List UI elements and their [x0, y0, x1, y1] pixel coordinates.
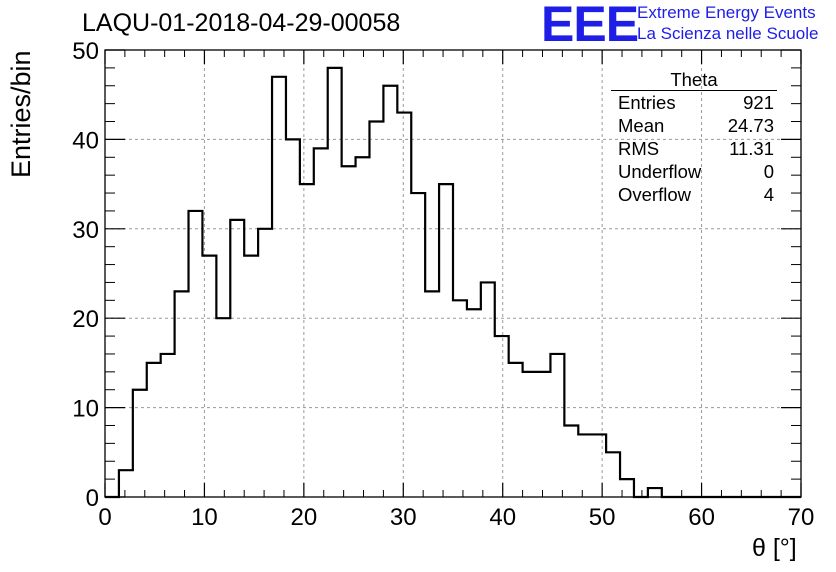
- histogram-bin: [189, 211, 203, 497]
- histogram-bin: [230, 220, 244, 497]
- y-tick-label: 40: [72, 127, 99, 154]
- chart-title: LAQU-01-2018-04-29-00058: [82, 9, 401, 37]
- histogram-bin: [578, 434, 592, 497]
- histogram-bin: [425, 291, 439, 497]
- x-tick-label: 10: [191, 504, 218, 531]
- histogram-bin: [314, 148, 328, 497]
- stats-value: 921: [743, 92, 774, 113]
- histogram-bin: [550, 354, 564, 497]
- stats-value: 24.73: [727, 115, 774, 136]
- logo-tagline-2: La Scienza nelle Scuole: [637, 24, 819, 43]
- stats-box: Theta Entries 921 Mean 24.73 RMS 11.31 U…: [611, 70, 777, 206]
- stats-row-entries: Entries 921: [611, 91, 777, 114]
- histogram-bin: [648, 488, 662, 497]
- x-tick-label: 30: [390, 504, 417, 531]
- stats-row-underflow: Underflow 0: [611, 160, 777, 183]
- y-tick-label: 30: [72, 217, 99, 244]
- histogram-bin: [369, 122, 383, 497]
- histogram-outline: [105, 66, 801, 499]
- axis-ticks: [104, 49, 802, 498]
- stats-value: 0: [763, 161, 774, 182]
- stats-label: Mean: [618, 115, 665, 136]
- x-tick-label: 50: [589, 504, 616, 531]
- histogram-bin: [467, 309, 481, 497]
- histogram-bars: [105, 66, 801, 499]
- histogram-bin: [147, 363, 161, 497]
- stats-row-rms: RMS 11.31: [611, 137, 777, 160]
- y-tick-label: 10: [72, 396, 99, 423]
- histogram-bin: [481, 282, 495, 497]
- histogram-bin: [244, 256, 258, 497]
- histogram-bin: [453, 300, 467, 497]
- x-tick-label: 60: [688, 504, 715, 531]
- stats-value: 11.31: [729, 138, 774, 159]
- x-tick-label: 20: [291, 504, 318, 531]
- histogram-bin: [495, 336, 509, 497]
- histogram-bin: [133, 390, 147, 497]
- histogram-bin: [161, 354, 175, 497]
- histogram-bin: [397, 113, 411, 497]
- histogram-bin: [606, 452, 620, 497]
- eee-logo: EEE: [541, 0, 639, 52]
- stats-label: Overflow: [618, 184, 691, 205]
- histogram-bin: [356, 157, 370, 497]
- y-tick-label: 50: [72, 38, 99, 65]
- histogram-bin: [564, 425, 578, 497]
- stats-row-overflow: Overflow 4: [611, 183, 777, 206]
- logo-tagline-1: Extreme Energy Events: [637, 3, 816, 22]
- y-axis-label: Entries/bin: [6, 50, 36, 178]
- x-tick-label: 0: [98, 504, 111, 531]
- histogram-bin: [216, 318, 230, 497]
- stats-title: Theta: [611, 70, 777, 91]
- y-tick-label: 20: [72, 306, 99, 333]
- stats-row-mean: Mean 24.73: [611, 114, 777, 137]
- histogram-bin: [175, 291, 189, 497]
- y-tick-label: 0: [86, 485, 99, 512]
- histogram-bin: [258, 229, 272, 497]
- histogram-bin: [523, 372, 537, 497]
- plot-frame: [104, 49, 802, 498]
- histogram-bin: [509, 363, 523, 497]
- stats-label: Underflow: [618, 161, 702, 182]
- x-tick-label: 70: [788, 504, 815, 531]
- histogram-bin: [439, 184, 453, 497]
- histogram-bin: [300, 184, 314, 497]
- histogram-bin: [342, 166, 356, 497]
- histogram-bin: [592, 434, 606, 497]
- stats-label: Entries: [618, 92, 676, 113]
- x-tick-label: 40: [489, 504, 516, 531]
- stats-label: RMS: [618, 138, 660, 159]
- histogram-bin: [383, 86, 397, 497]
- stats-value: 4: [763, 184, 774, 205]
- histogram-bin: [537, 372, 551, 497]
- histogram-bin: [328, 68, 342, 497]
- histogram-bin: [411, 193, 425, 497]
- histogram-bin: [119, 470, 133, 497]
- x-axis-label: θ [°]: [752, 534, 797, 562]
